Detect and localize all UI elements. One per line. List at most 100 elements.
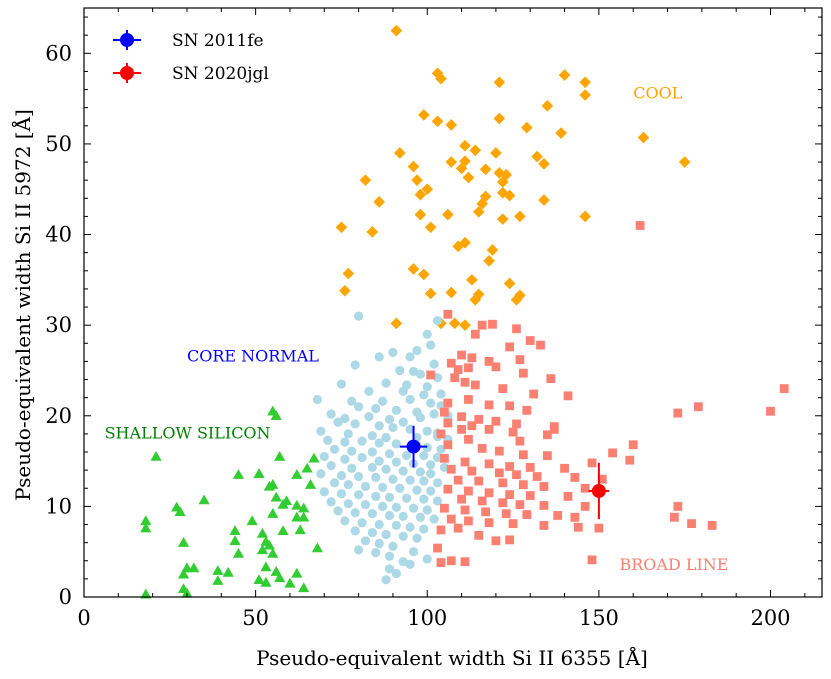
broad-line-point: [494, 468, 504, 478]
broad-line-point: [512, 324, 521, 334]
broad-line-point: [464, 486, 473, 496]
core-normal-point: [374, 352, 384, 362]
broad-line-point: [460, 557, 470, 567]
shallow-silicon-point: [212, 575, 224, 585]
shallow-silicon-point: [291, 567, 303, 578]
broad-line-point: [460, 377, 470, 387]
broad-line-point: [467, 353, 477, 363]
annotation-shallow-silicon: SHALLOW SILICON: [105, 423, 271, 442]
core-normal-point: [412, 485, 422, 495]
shallow-silicon-point: [284, 577, 296, 588]
broad-line-point: [508, 519, 518, 529]
broad-line-point: [491, 536, 501, 546]
cool-point: [366, 226, 379, 238]
core-normal-point: [326, 497, 336, 507]
core-normal-point: [367, 462, 377, 473]
broad-line-point: [518, 480, 528, 490]
core-normal-point: [336, 489, 347, 499]
core-normal-point: [340, 516, 350, 526]
core-normal-point: [408, 503, 419, 513]
cool-point: [503, 189, 516, 202]
broad-line-point: [508, 427, 518, 437]
cool-point: [390, 317, 403, 330]
core-normal-point: [391, 520, 401, 531]
shallow-silicon-point: [304, 479, 317, 489]
broad-line-point: [477, 320, 487, 330]
core-normal-point: [381, 464, 391, 474]
cool-point: [476, 197, 488, 210]
broad-line-point: [542, 430, 552, 440]
cool-point: [373, 196, 385, 208]
axes-frame: [83, 7, 823, 598]
core-normal-point: [384, 564, 395, 574]
cool-point: [486, 244, 499, 256]
core-normal-point: [391, 457, 401, 467]
shallow-silicon-point: [253, 574, 265, 584]
y-tick-label: 50: [45, 132, 72, 156]
cool-point: [479, 190, 492, 203]
core-normal-point: [381, 575, 391, 585]
cool-point: [496, 213, 509, 225]
core-normal-point: [323, 435, 333, 445]
broad-line-point: [522, 510, 532, 519]
core-normal-point: [350, 508, 360, 518]
core-normal-point: [360, 481, 371, 492]
core-normal-point: [402, 451, 412, 461]
shallow-silicon-point: [298, 511, 310, 522]
core-normal-point: [336, 470, 347, 481]
broad-line-point: [446, 464, 456, 474]
cool-point: [579, 210, 591, 223]
core-normal-point: [371, 472, 381, 482]
core-normal-point: [374, 456, 384, 466]
core-normal-point: [405, 424, 415, 434]
shallow-silicon-point: [246, 515, 258, 526]
cool-point: [339, 284, 351, 297]
broad-line-point: [505, 535, 515, 545]
cool-point: [541, 100, 554, 112]
broad-line-point: [580, 483, 590, 493]
broad-line-point: [766, 406, 775, 416]
cool-point: [472, 288, 485, 301]
broad-line-point: [522, 405, 532, 415]
broad-line-point: [446, 358, 456, 368]
core-normal-point: [347, 463, 357, 473]
broad-line-point: [474, 414, 484, 424]
broad-line-point: [673, 501, 683, 511]
core-normal-point: [432, 452, 443, 463]
shallow-silicon-point: [140, 515, 152, 526]
cool-point: [435, 72, 447, 85]
broad-line-point: [467, 421, 477, 431]
broad-line-point: [474, 530, 484, 540]
broad-line-point: [694, 402, 703, 412]
core-normal-point: [384, 551, 395, 561]
cool-point: [431, 115, 444, 128]
core-normal-point: [415, 412, 425, 423]
core-normal-point: [343, 480, 353, 490]
legend: SN 2011fe SN 2020jgl: [113, 30, 269, 84]
broad-line-point: [484, 488, 494, 498]
broad-line-point: [433, 543, 442, 553]
cool-point: [462, 171, 475, 184]
shallow-silicon-point: [298, 582, 310, 593]
broad-line-point: [536, 340, 545, 350]
broad-line-point: [457, 424, 466, 434]
broad-line-point: [460, 457, 470, 467]
broad-line-point: [453, 475, 463, 485]
broad-line-point: [539, 501, 549, 510]
y-tick-label: 40: [45, 223, 72, 247]
shallow-silicon-point: [277, 525, 289, 536]
broad-line-point: [470, 380, 480, 390]
core-normal-point: [422, 329, 432, 339]
core-normal-point: [429, 514, 439, 524]
cool-point: [452, 240, 464, 253]
y-axis-label: Pseudo-equivalent width Si II 5972 [Å]: [10, 109, 35, 501]
core-normal-point: [340, 437, 350, 447]
shallow-silicon-point: [267, 508, 279, 518]
cool-point: [445, 156, 458, 168]
broad-line-point: [457, 412, 466, 422]
broad-line-point: [515, 355, 525, 364]
legend-label-sn2011fe: SN 2011fe: [172, 31, 264, 51]
shallow-silicon-point: [212, 565, 224, 575]
core-normal-point: [426, 469, 436, 479]
broad-line-point: [491, 416, 501, 426]
